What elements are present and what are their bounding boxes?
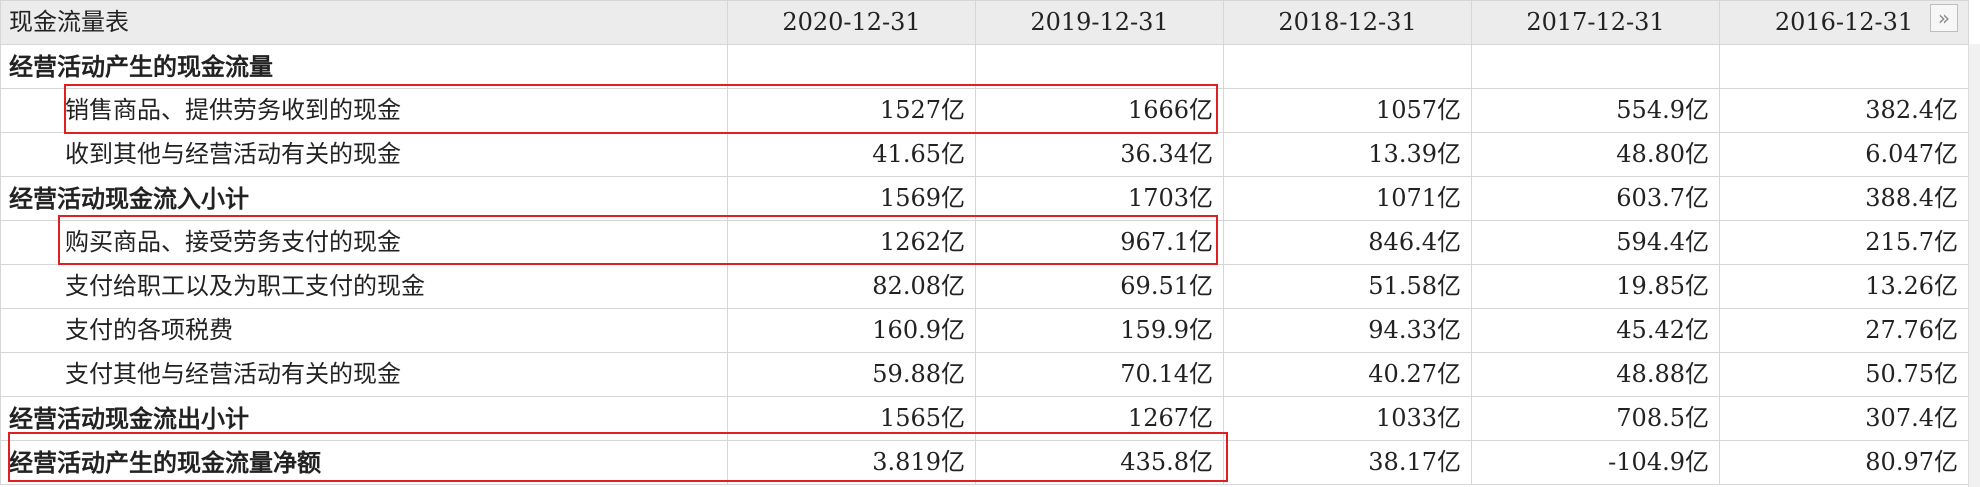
table-cell: 48.88亿 <box>1471 352 1720 397</box>
table-cell: 38.17亿 <box>1223 440 1472 485</box>
table-cell: 388.4亿 <box>1719 176 1969 221</box>
table-cell: 48.80亿 <box>1471 132 1720 177</box>
table-cell: 80.97亿 <box>1719 440 1969 485</box>
table-cell <box>975 44 1224 89</box>
table-cell: 967.1亿 <box>975 220 1224 265</box>
table-cell: 846.4亿 <box>1223 220 1472 265</box>
table-cell <box>1471 44 1720 89</box>
table-row: 经营活动产生的现金流量净额 3.819亿 435.8亿 38.17亿 -104.… <box>0 440 1969 485</box>
table-cell: 82.08亿 <box>727 264 976 309</box>
table-cell: -104.9亿 <box>1471 440 1720 485</box>
subtotal-label: 经营活动现金流出小计 <box>0 396 728 441</box>
table-cell: 1057亿 <box>1223 88 1472 133</box>
table-cell: 13.39亿 <box>1223 132 1472 177</box>
table-cell: 594.4亿 <box>1471 220 1720 265</box>
column-header-2020[interactable]: 2020-12-31 <box>727 0 976 45</box>
table-cell: 59.88亿 <box>727 352 976 397</box>
table-cell <box>1719 44 1969 89</box>
table-row: 销售商品、提供劳务收到的现金 1527亿 1666亿 1057亿 554.9亿 … <box>0 88 1969 133</box>
row-label: 购买商品、接受劳务支付的现金 <box>0 220 728 265</box>
double-chevron-right-icon: » <box>1937 6 1951 30</box>
table-cell: 1565亿 <box>727 396 976 441</box>
table-cell: 1267亿 <box>975 396 1224 441</box>
table-cell: 70.14亿 <box>975 352 1224 397</box>
table-title: 现金流量表 <box>0 0 728 45</box>
row-label: 收到其他与经营活动有关的现金 <box>0 132 728 177</box>
header-row: 现金流量表 2020-12-31 2019-12-31 2018-12-31 2… <box>0 0 1969 45</box>
table-cell: 307.4亿 <box>1719 396 1969 441</box>
table-row: 经营活动产生的现金流量 <box>0 44 1969 89</box>
table-cell: 69.51亿 <box>975 264 1224 309</box>
table-cell: 1569亿 <box>727 176 976 221</box>
table-cell: 36.34亿 <box>975 132 1224 177</box>
row-label: 销售商品、提供劳务收到的现金 <box>0 88 728 133</box>
table-cell: 13.26亿 <box>1719 264 1969 309</box>
table-cell <box>727 44 976 89</box>
row-label: 支付的各项税费 <box>0 308 728 353</box>
net-total-label: 经营活动产生的现金流量净额 <box>0 440 728 485</box>
table-cell: 160.9亿 <box>727 308 976 353</box>
table-cell: 708.5亿 <box>1471 396 1720 441</box>
table-cell: 27.76亿 <box>1719 308 1969 353</box>
table-cell: 45.42亿 <box>1471 308 1720 353</box>
table-cell: 1703亿 <box>975 176 1224 221</box>
column-header-2019[interactable]: 2019-12-31 <box>975 0 1224 45</box>
table-cell: 6.047亿 <box>1719 132 1969 177</box>
table-cell: 51.58亿 <box>1223 264 1472 309</box>
table-row: 经营活动现金流出小计 1565亿 1267亿 1033亿 708.5亿 307.… <box>0 396 1969 441</box>
table-cell: 1033亿 <box>1223 396 1472 441</box>
row-label: 支付其他与经营活动有关的现金 <box>0 352 728 397</box>
column-header-2018[interactable]: 2018-12-31 <box>1223 0 1472 45</box>
table-row: 支付给职工以及为职工支付的现金 82.08亿 69.51亿 51.58亿 19.… <box>0 264 1969 309</box>
table-cell: 603.7亿 <box>1471 176 1720 221</box>
table-row: 经营活动现金流入小计 1569亿 1703亿 1071亿 603.7亿 388.… <box>0 176 1969 221</box>
table-cell: 1527亿 <box>727 88 976 133</box>
table-cell: 382.4亿 <box>1719 88 1969 133</box>
table-row: 支付的各项税费 160.9亿 159.9亿 94.33亿 45.42亿 27.7… <box>0 308 1969 353</box>
table-cell: 435.8亿 <box>975 440 1224 485</box>
table-row: 收到其他与经营活动有关的现金 41.65亿 36.34亿 13.39亿 48.8… <box>0 132 1969 177</box>
table-cell: 94.33亿 <box>1223 308 1472 353</box>
table-row: 支付其他与经营活动有关的现金 59.88亿 70.14亿 40.27亿 48.8… <box>0 352 1969 397</box>
table-cell: 1071亿 <box>1223 176 1472 221</box>
table-cell <box>1223 44 1472 89</box>
table-cell: 3.819亿 <box>727 440 976 485</box>
vertical-scrollbar[interactable] <box>1968 44 1980 487</box>
subtotal-label: 经营活动现金流入小计 <box>0 176 728 221</box>
table-cell: 159.9亿 <box>975 308 1224 353</box>
table-cell: 554.9亿 <box>1471 88 1720 133</box>
table-cell: 1666亿 <box>975 88 1224 133</box>
table-row: 购买商品、接受劳务支付的现金 1262亿 967.1亿 846.4亿 594.4… <box>0 220 1969 265</box>
table-cell: 1262亿 <box>727 220 976 265</box>
table-cell: 41.65亿 <box>727 132 976 177</box>
table-cell: 50.75亿 <box>1719 352 1969 397</box>
column-header-2016[interactable]: 2016-12-31 <box>1719 0 1969 45</box>
table-cell: 40.27亿 <box>1223 352 1472 397</box>
row-label: 支付给职工以及为职工支付的现金 <box>0 264 728 309</box>
table-cell: 215.7亿 <box>1719 220 1969 265</box>
expand-columns-button[interactable]: » <box>1930 4 1958 32</box>
section-label: 经营活动产生的现金流量 <box>0 44 728 89</box>
table-cell: 19.85亿 <box>1471 264 1720 309</box>
column-header-2017[interactable]: 2017-12-31 <box>1471 0 1720 45</box>
